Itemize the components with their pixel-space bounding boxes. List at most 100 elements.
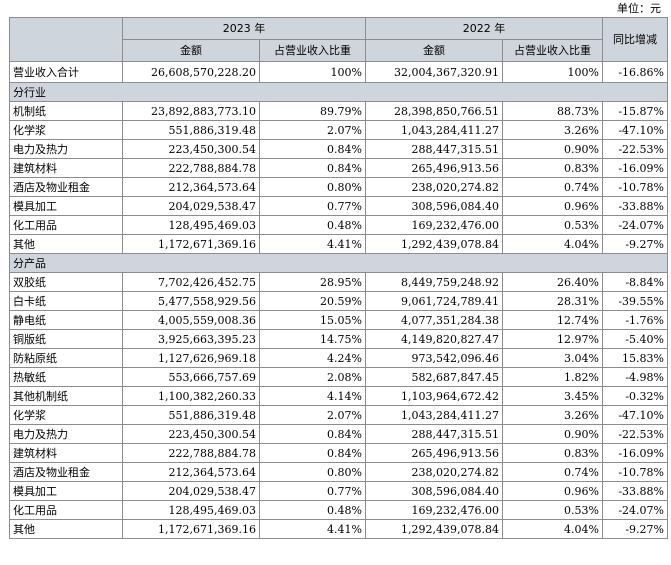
table-row: 其他 1,172,671,369.16 4.41% 1,292,439,078.84 4… xyxy=(9,519,668,539)
ratio-2022: 12.74% xyxy=(502,310,603,330)
row-label: 建筑材料 xyxy=(9,158,123,178)
ratio-2022: 3.26% xyxy=(502,120,603,140)
amount-2023: 212,364,573.64 xyxy=(122,177,260,197)
ratio-2023: 2.07% xyxy=(259,405,366,425)
amount-2022: 1,292,439,078.84 xyxy=(365,234,503,254)
yoy-change: -16.09% xyxy=(602,443,668,463)
ratio-2022: 1.82% xyxy=(502,367,603,387)
ratio-2022: 26.40% xyxy=(502,272,603,292)
amount-2022: 9,061,724,789.41 xyxy=(365,291,503,311)
amount-2022: 238,020,274.82 xyxy=(365,177,503,197)
table-row: 酒店及物业租金 212,364,573.64 0.80% 238,020,274.82… xyxy=(9,462,668,482)
section-title: 分行业 xyxy=(9,82,668,102)
row-label: 白卡纸 xyxy=(9,291,123,311)
ratio-2023: 2.07% xyxy=(259,120,366,140)
table-row: 建筑材料 222,788,884.78 0.84% 265,496,913.56 0.8… xyxy=(9,443,668,463)
amount-2022: 973,542,096.46 xyxy=(365,348,503,368)
row-label: 模具加工 xyxy=(9,196,123,216)
row-label: 酒店及物业租金 xyxy=(9,462,123,482)
ratio-2023: 0.84% xyxy=(259,424,366,444)
amount-2023: 212,364,573.64 xyxy=(122,462,260,482)
row-label: 热敏纸 xyxy=(9,367,123,387)
header-year-2022: 2022 年 xyxy=(365,17,603,40)
row-label: 其他 xyxy=(9,519,123,539)
ratio-2023: 4.41% xyxy=(259,234,366,254)
table-row: 化工用品 128,495,469.03 0.48% 169,232,476.00 0.5… xyxy=(9,215,668,235)
yoy-change: -10.78% xyxy=(602,462,668,482)
amount-2023: 128,495,469.03 xyxy=(122,215,260,235)
table-row: 其他机制纸 1,100,382,260.33 4.14% 1,103,964,672.… xyxy=(9,386,668,406)
ratio-2023: 20.59% xyxy=(259,291,366,311)
amount-2023: 1,172,671,369.16 xyxy=(122,234,260,254)
industry-rows: 机制纸 23,892,883,773.10 89.79% 28,398,850,766… xyxy=(9,101,668,254)
row-label: 建筑材料 xyxy=(9,443,123,463)
table-row: 机制纸 23,892,883,773.10 89.79% 28,398,850,766… xyxy=(9,101,668,121)
row-label: 酒店及物业租金 xyxy=(9,177,123,197)
amount-2022: 1,292,439,078.84 xyxy=(365,519,503,539)
amount-2022: 8,449,759,248.92 xyxy=(365,272,503,292)
table-row: 电力及热力 223,450,300.54 0.84% 288,447,315.51 0.… xyxy=(9,424,668,444)
row-label: 营业收入合计 xyxy=(9,61,123,83)
unit-label: 单位：元 xyxy=(617,2,661,15)
ratio-2022: 3.04% xyxy=(502,348,603,368)
table-row: 铜版纸 3,925,663,395.23 14.75% 4,149,820,827.4… xyxy=(9,329,668,349)
yoy-change: -39.55% xyxy=(602,291,668,311)
table-row: 模具加工 204,029,538.47 0.77% 308,596,084.40 0.9… xyxy=(9,196,668,216)
amount-2023: 204,029,538.47 xyxy=(122,481,260,501)
ratio-2023: 4.41% xyxy=(259,519,366,539)
table-row: 白卡纸 5,477,558,929.56 20.59% 9,061,724,789.4… xyxy=(9,291,668,311)
ratio-2022: 88.73% xyxy=(502,101,603,121)
ratio-2022: 4.04% xyxy=(502,234,603,254)
ratio-2022: 4.04% xyxy=(502,519,603,539)
table-row: 其他 1,172,671,369.16 4.41% 1,292,439,078.84 4… xyxy=(9,234,668,254)
amount-2023: 223,450,300.54 xyxy=(122,139,260,159)
amount-2022: 169,232,476.00 xyxy=(365,215,503,235)
table-header: 2023 年 2022 年 同比增减 金额 占营业收入比重 金额 占营业收入比重 xyxy=(9,17,668,62)
table-row: 化工用品 128,495,469.03 0.48% 169,232,476.00 0.5… xyxy=(9,500,668,520)
ratio-2022: 3.45% xyxy=(502,386,603,406)
ratio-2022: 0.83% xyxy=(502,158,603,178)
yoy-change: 15.83% xyxy=(602,348,668,368)
ratio-2023: 0.77% xyxy=(259,481,366,501)
ratio-2022: 0.83% xyxy=(502,443,603,463)
yoy-change: -24.07% xyxy=(602,215,668,235)
ratio-2023: 15.05% xyxy=(259,310,366,330)
yoy-change: -22.53% xyxy=(602,424,668,444)
yoy-change: -9.27% xyxy=(602,519,668,539)
amount-2023: 3,925,663,395.23 xyxy=(122,329,260,349)
amount-2023: 222,788,884.78 xyxy=(122,158,260,178)
yoy-change: -10.78% xyxy=(602,177,668,197)
ratio-2023: 0.84% xyxy=(259,139,366,159)
amount-2023: 4,005,559,008.36 xyxy=(122,310,260,330)
row-label: 其他 xyxy=(9,234,123,254)
ratio-2022: 0.74% xyxy=(502,462,603,482)
yoy-change: -33.88% xyxy=(602,481,668,501)
ratio-2023: 4.14% xyxy=(259,386,366,406)
row-label: 电力及热力 xyxy=(9,139,123,159)
header-ratio-2022: 占营业收入比重 xyxy=(502,39,603,62)
ratio-2022: 28.31% xyxy=(502,291,603,311)
amount-2022: 4,149,820,827.47 xyxy=(365,329,503,349)
amount-2022: 28,398,850,766.51 xyxy=(365,101,503,121)
header-ratio-2023: 占营业收入比重 xyxy=(259,39,366,62)
table-row: 防粘原纸 1,127,626,969.18 4.24% 973,542,096.46 3… xyxy=(9,348,668,368)
row-label: 电力及热力 xyxy=(9,424,123,444)
amount-2023: 551,886,319.48 xyxy=(122,405,260,425)
amount-2023: 26,608,570,228.20 xyxy=(122,61,260,83)
row-label: 化工用品 xyxy=(9,500,123,520)
table-row: 双胶纸 7,702,426,452.75 28.95% 8,449,759,248.9… xyxy=(9,272,668,292)
amount-2022: 265,496,913.56 xyxy=(365,158,503,178)
amount-2023: 223,450,300.54 xyxy=(122,424,260,444)
section-row-product: 分产品 xyxy=(9,253,668,273)
amount-2023: 222,788,884.78 xyxy=(122,443,260,463)
amount-2022: 288,447,315.51 xyxy=(365,424,503,444)
ratio-2023: 0.48% xyxy=(259,500,366,520)
ratio-2023: 100% xyxy=(259,61,366,83)
amount-2023: 23,892,883,773.10 xyxy=(122,101,260,121)
table-row: 热敏纸 553,666,757.69 2.08% 582,687,847.45 1.82… xyxy=(9,367,668,387)
ratio-2023: 2.08% xyxy=(259,367,366,387)
yoy-change: -1.76% xyxy=(602,310,668,330)
row-label: 防粘原纸 xyxy=(9,348,123,368)
yoy-change: -8.84% xyxy=(602,272,668,292)
amount-2022: 1,043,284,411.27 xyxy=(365,120,503,140)
